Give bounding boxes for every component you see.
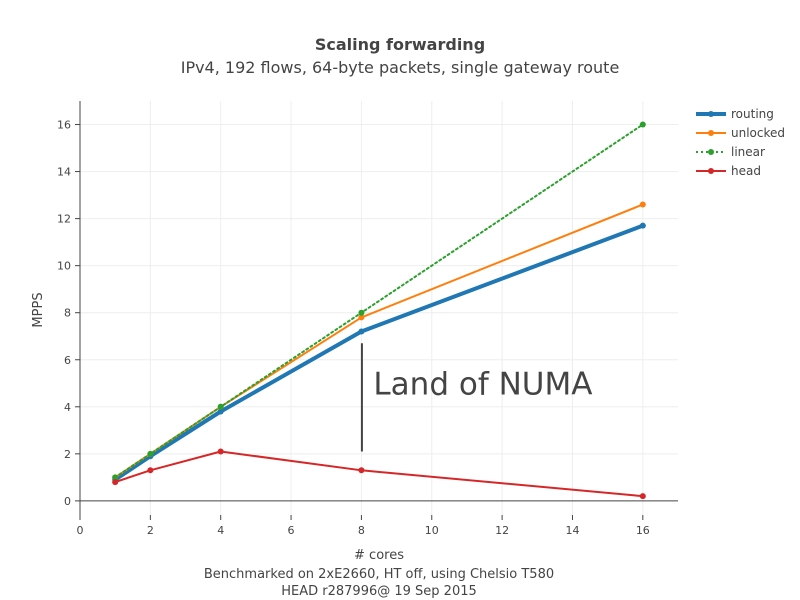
- series-line-linear: [114, 123, 644, 479]
- point-head: [147, 467, 154, 474]
- y-tick-label: 14: [57, 166, 71, 179]
- chart-title: Scaling forwarding: [315, 35, 485, 54]
- chart-subtitle: IPv4, 192 flows, 64-byte packets, single…: [181, 58, 620, 77]
- x-tick-label: 12: [495, 524, 509, 537]
- x-axis-note-1: Benchmarked on 2xE2660, HT off, using Ch…: [204, 567, 554, 582]
- y-tick-label: 8: [64, 307, 71, 320]
- legend-marker-unlocked: [708, 130, 714, 136]
- point-routing: [639, 222, 646, 229]
- point-routing: [217, 408, 224, 415]
- x-axis-title: # cores: [354, 548, 404, 563]
- x-tick-label: 4: [217, 524, 224, 537]
- point-linear: [217, 403, 224, 410]
- point-routing: [358, 328, 365, 335]
- legend-marker-head: [708, 168, 714, 174]
- y-tick-label: 16: [57, 119, 71, 132]
- x-tick-label: 0: [77, 524, 84, 537]
- point-linear: [639, 121, 646, 128]
- y-tick-label: 4: [64, 401, 71, 414]
- point-linear: [112, 474, 119, 481]
- point-linear: [358, 309, 365, 316]
- point-linear: [147, 450, 154, 457]
- series-line-unlocked: [114, 203, 644, 479]
- series-line-head: [114, 450, 644, 498]
- point-unlocked: [639, 201, 646, 208]
- legend-marker-routing: [708, 111, 714, 117]
- point-head: [217, 448, 224, 455]
- legend-label-routing[interactable]: routing: [731, 107, 774, 121]
- y-tick-label: 2: [64, 448, 71, 461]
- point-unlocked: [358, 314, 365, 321]
- legend-label-head[interactable]: head: [731, 164, 761, 178]
- point-head: [639, 493, 646, 500]
- x-tick-label: 6: [288, 524, 295, 537]
- point-head: [358, 467, 365, 474]
- y-tick-label: 6: [64, 354, 71, 367]
- y-tick-label: 12: [57, 213, 71, 226]
- x-tick-label: 16: [636, 524, 650, 537]
- y-tick-label: 0: [64, 495, 71, 508]
- x-tick-label: 10: [425, 524, 439, 537]
- y-axis-title: MPPS: [31, 292, 46, 327]
- legend-label-unlocked[interactable]: unlocked: [731, 126, 785, 140]
- point-head: [112, 479, 119, 486]
- x-tick-label: 8: [358, 524, 365, 537]
- legend-label-linear[interactable]: linear: [731, 145, 765, 159]
- legend-marker-linear: [708, 149, 714, 155]
- annotation-label: Land of NUMA: [373, 366, 592, 402]
- x-tick-label: 2: [147, 524, 154, 537]
- x-axis-note-2: HEAD r287996@ 19 Sep 2015: [281, 584, 477, 599]
- y-tick-label: 10: [57, 260, 71, 273]
- series-line-routing: [113, 223, 645, 482]
- x-tick-label: 14: [565, 524, 579, 537]
